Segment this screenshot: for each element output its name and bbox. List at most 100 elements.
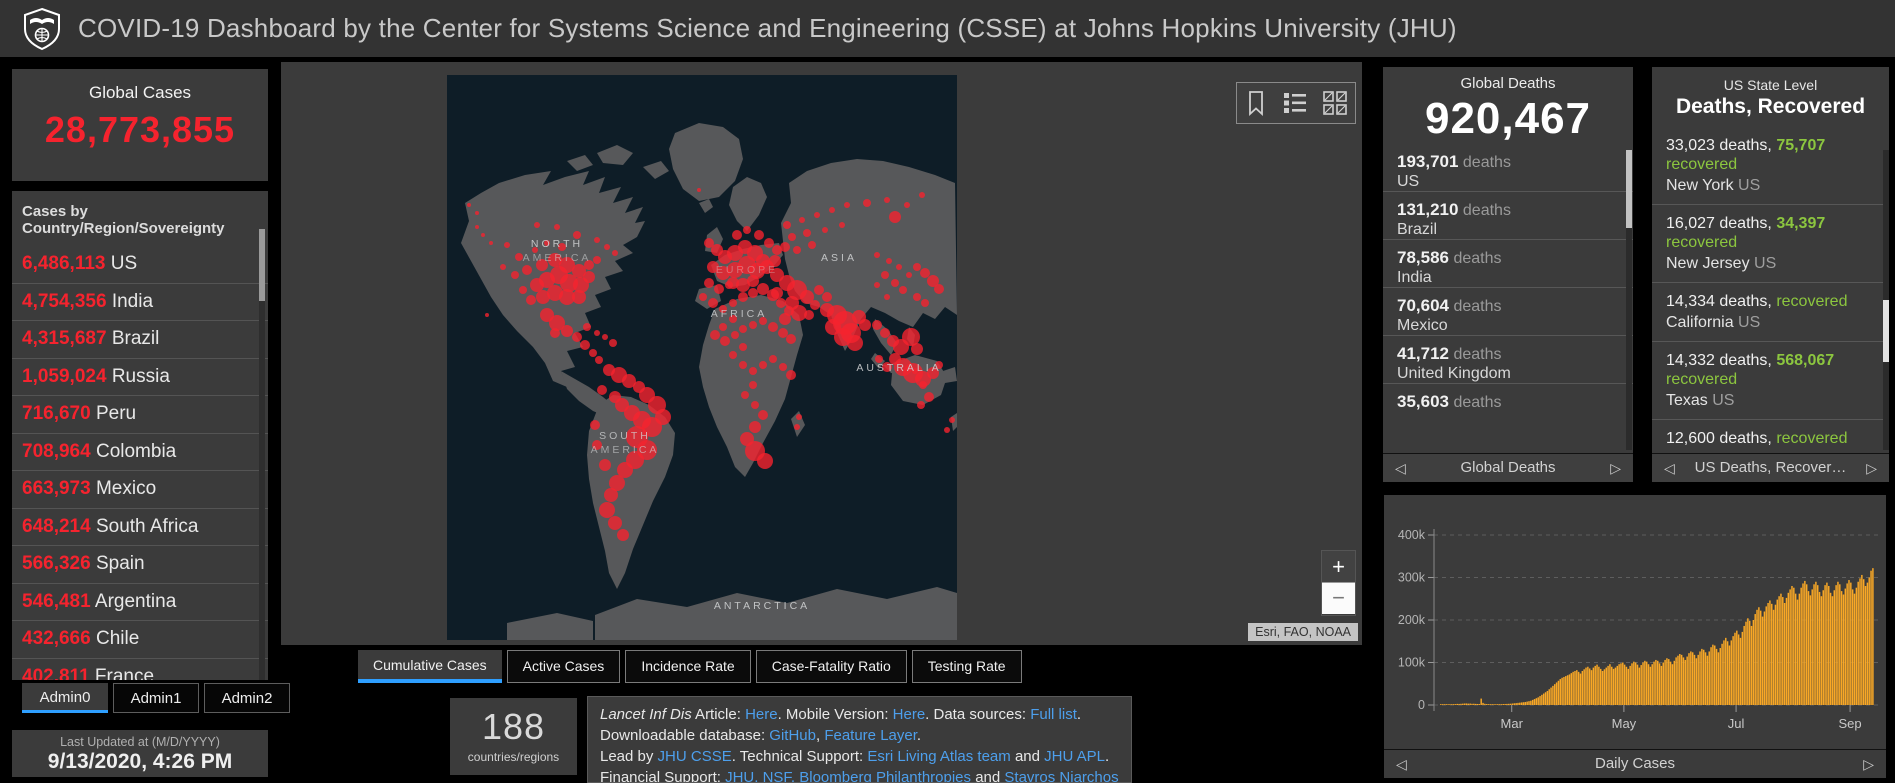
info-link[interactable]: Esri Living Atlas team (867, 748, 1011, 765)
info-text: . Technical Support: (731, 748, 868, 765)
basemap-grid-icon[interactable] (1321, 89, 1349, 117)
us-state-row[interactable]: 33,023 deaths, 75,707 recovered New York … (1666, 137, 1826, 194)
map-toolbar (1236, 82, 1356, 124)
deaths-row[interactable]: 41,712 deaths United Kingdom (1383, 335, 1633, 383)
svg-text:ANTARCTICA: ANTARCTICA (714, 600, 810, 612)
admin-level-tabs: Admin0 Admin1 Admin2 (22, 683, 290, 713)
header-bar: COVID-19 Dashboard by the Center for Sys… (0, 0, 1895, 57)
next-arrow-icon[interactable]: ▷ (1866, 460, 1877, 476)
info-link[interactable]: Full list (1030, 706, 1077, 723)
info-text: . Financial Support: (600, 748, 1110, 783)
info-link[interactable]: JHU, NSF, Bloomberg Philanthropies (725, 769, 972, 783)
footer-label: US Deaths, Recover… (1694, 459, 1847, 476)
us-state-row[interactable]: 14,334 deaths, recovered California US (1652, 282, 1889, 341)
scrollbar-thumb[interactable] (1626, 150, 1632, 228)
last-updated-label: Last Updated at (M/D/YYYY) (60, 735, 220, 749)
bookmark-icon[interactable] (1243, 89, 1269, 117)
cases-row[interactable]: 4,754,356 India (12, 284, 268, 321)
countries-count-value: 188 (481, 706, 546, 747)
svg-text:100k: 100k (1398, 656, 1426, 670)
zoom-in-button[interactable]: + (1322, 551, 1355, 582)
info-link[interactable]: Stavros Niarchos Foundation (1004, 769, 1119, 783)
tab-testing-rate[interactable]: Testing Rate (911, 650, 1022, 683)
cases-row[interactable]: 716,670 Peru (12, 396, 268, 434)
jhu-shield-logo (24, 7, 60, 50)
map-canvas[interactable]: NORTH AMERICA EUROPE ASIA AFRICA SOUTH AMERICA… (447, 75, 957, 640)
countries-count-panel: 188 countries/regions (450, 698, 577, 775)
cases-row[interactable]: 1,059,024 Russia (12, 359, 268, 396)
svg-text:May: May (1612, 716, 1637, 731)
prev-arrow-icon[interactable]: ◁ (1664, 460, 1675, 476)
cases-row[interactable]: 663,973 Mexico (12, 471, 268, 509)
tab-active-cases[interactable]: Active Cases (506, 650, 621, 683)
svg-text:0: 0 (1418, 698, 1425, 712)
cases-row[interactable]: 708,964 Colombia (12, 434, 268, 471)
svg-text:300k: 300k (1398, 571, 1426, 585)
cases-row[interactable]: 402,811 France (12, 659, 268, 681)
info-link[interactable]: JHU CSSE (657, 748, 732, 765)
deaths-row[interactable]: 78,586 deaths India (1383, 239, 1633, 287)
page-title: COVID-19 Dashboard by the Center for Sys… (78, 13, 1457, 43)
tab-incidence-rate[interactable]: Incidence Rate (625, 650, 751, 683)
prev-arrow-icon[interactable]: ◁ (1396, 756, 1407, 772)
prev-arrow-icon[interactable]: ◁ (1395, 460, 1406, 476)
info-text: . Data sources: (925, 706, 1031, 723)
us-state-row[interactable]: 12,600 deaths, recovered (1652, 419, 1889, 457)
cases-row[interactable]: 566,326 Spain (12, 546, 268, 584)
global-deaths-footer[interactable]: ◁ Global Deaths ▷ (1383, 453, 1633, 482)
info-link[interactable]: JHU APL (1044, 748, 1106, 765)
us-state-row[interactable]: 16,027 deaths, 34,397 recovered New Jerse… (1652, 204, 1889, 282)
deaths-row[interactable]: 70,604 deaths Mexico (1383, 287, 1633, 335)
tab-admin0[interactable]: Admin0 (22, 683, 108, 713)
global-deaths-scrollbar[interactable] (1626, 150, 1632, 450)
global-cases-value: 28,773,855 (44, 109, 236, 150)
info-link[interactable]: GitHub (769, 727, 816, 744)
scrollbar-thumb[interactable] (259, 229, 265, 301)
global-deaths-list: 193,701 deaths US 131,210 deaths Brazil 78,5… (1383, 144, 1633, 431)
info-link[interactable]: Feature Layer (824, 727, 917, 744)
daily-cases-footer[interactable]: ◁ Daily Cases ▷ (1384, 749, 1886, 778)
svg-text:NORTH: NORTH (531, 238, 583, 250)
cases-list-scrollbar[interactable] (259, 229, 265, 680)
next-arrow-icon[interactable]: ▷ (1863, 756, 1874, 772)
cases-row[interactable]: 648,214 South Africa (12, 509, 268, 546)
info-links-panel: Lancet Inf Dis Article: Here. Mobile Ver… (587, 696, 1132, 783)
tab-admin2[interactable]: Admin2 (204, 683, 290, 713)
info-text: and (1010, 748, 1045, 765)
info-text: and (971, 769, 1005, 783)
zoom-out-button[interactable]: − (1322, 582, 1355, 614)
us-state-row[interactable]: 14,332 deaths, 568,067 recovered Texas US (1652, 341, 1889, 419)
cases-row[interactable]: 546,481 Argentina (12, 584, 268, 621)
cases-row[interactable]: 432,666 Chile (12, 621, 268, 659)
scrollbar-thumb[interactable] (1883, 300, 1889, 362)
deaths-row[interactable]: 193,701 deaths US (1397, 152, 1511, 190)
cases-by-country-panel: Cases by Country/Region/Sovereignty 6,48… (12, 191, 268, 680)
info-link[interactable]: Here (745, 706, 778, 723)
svg-text:Mar: Mar (1501, 716, 1524, 731)
us-panel-footer[interactable]: ◁ US Deaths, Recover… ▷ (1652, 453, 1889, 482)
cases-row[interactable]: 6,486,113 US (12, 246, 268, 284)
tab-admin1[interactable]: Admin1 (113, 683, 199, 713)
us-state-level-panel: US State Level Deaths, Recovered 33,023 … (1652, 67, 1889, 482)
svg-text:SOUTH: SOUTH (599, 430, 651, 442)
info-link[interactable]: Here (892, 706, 926, 723)
info-text: Lead by (600, 748, 658, 765)
tab-case-fatality-ratio[interactable]: Case-Fatality Ratio (755, 650, 907, 683)
tab-cumulative-cases[interactable]: Cumulative Cases (358, 650, 502, 683)
global-deaths-panel: Global Deaths 920,467 193,701 deaths US 13… (1383, 67, 1633, 482)
us-panel-subtitle: Deaths, Recovered (1675, 95, 1866, 118)
svg-text:EUROPE: EUROPE (716, 264, 778, 276)
deaths-row[interactable]: 35,603 deaths (1383, 383, 1633, 431)
world-map[interactable]: NORTH AMERICA EUROPE ASIA AFRICA SOUTH AMERICA… (447, 75, 957, 640)
legend-list-icon[interactable] (1281, 90, 1309, 116)
map-zoom-controls: + − (1321, 550, 1356, 616)
svg-text:400k: 400k (1398, 528, 1426, 542)
us-panel-scrollbar[interactable] (1883, 150, 1889, 450)
map-attribution: Esri, FAO, NOAA (1248, 623, 1358, 641)
footer-label: Global Deaths (1460, 459, 1556, 476)
deaths-row[interactable]: 131,210 deaths Brazil (1383, 191, 1633, 239)
us-panel-title: US State Level (1723, 77, 1818, 93)
global-deaths-value: 920,467 (1424, 94, 1592, 143)
cases-row[interactable]: 4,315,687 Brazil (12, 321, 268, 359)
next-arrow-icon[interactable]: ▷ (1610, 460, 1621, 476)
